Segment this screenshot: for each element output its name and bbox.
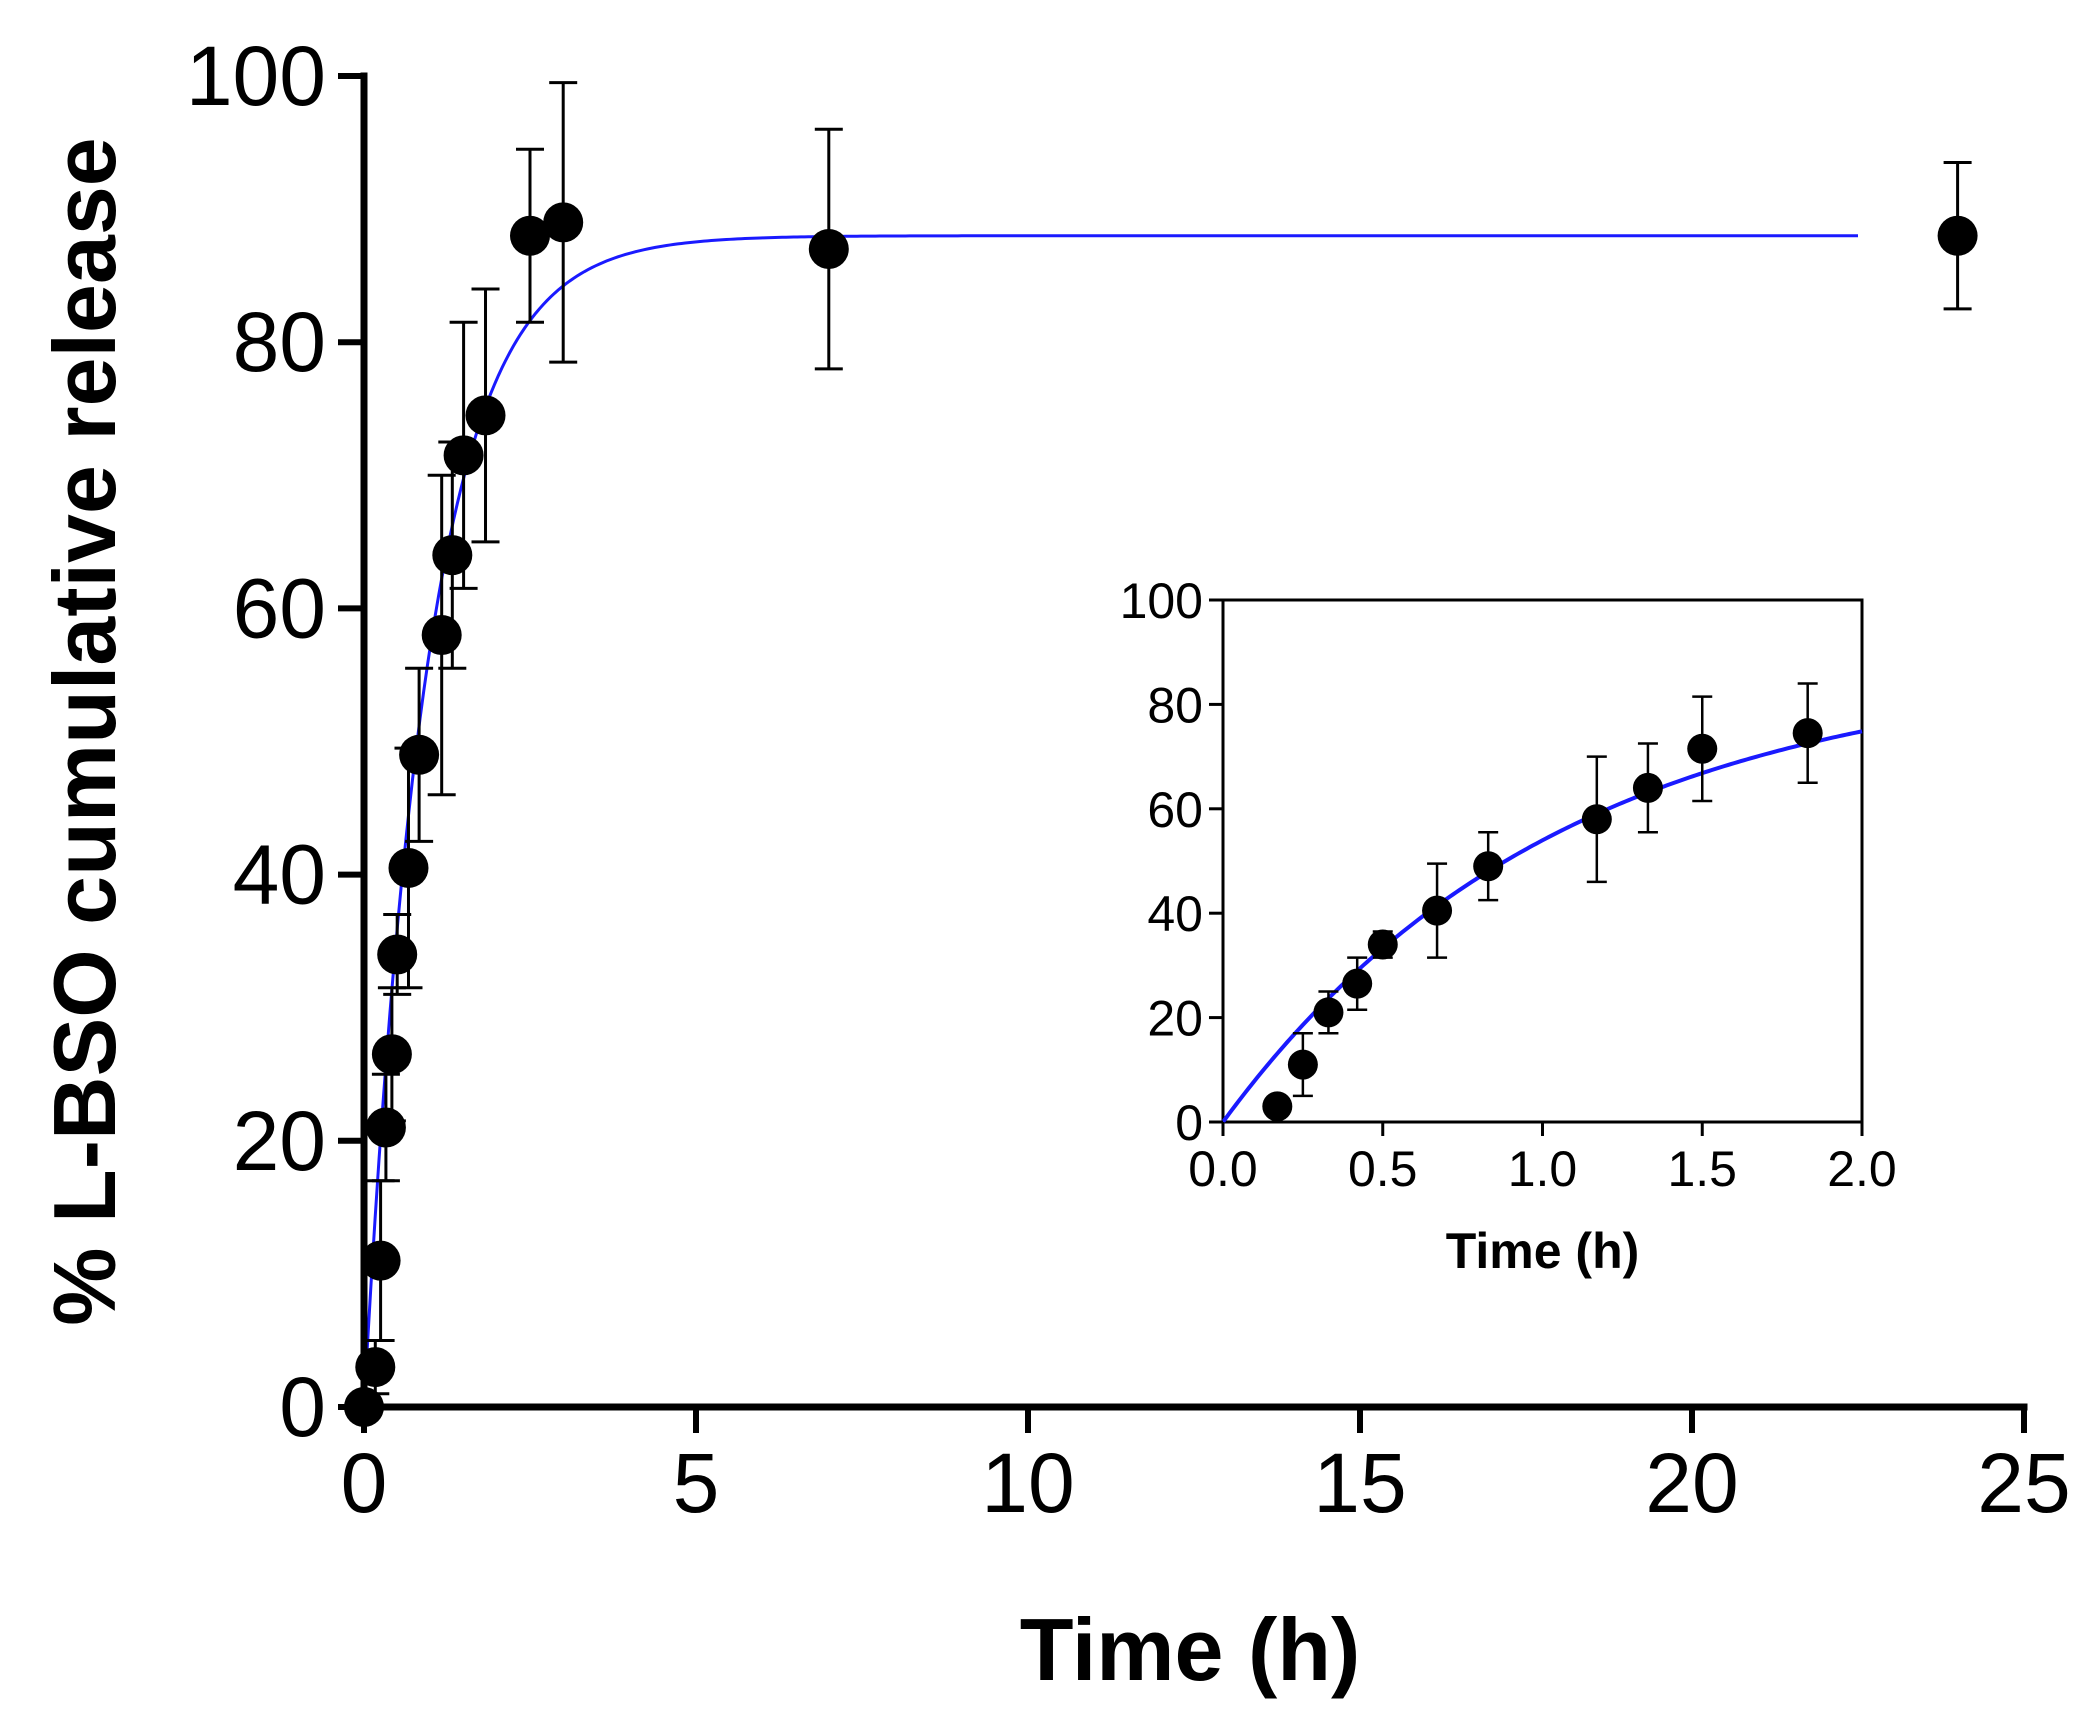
main-y-tick-label: 0 bbox=[279, 1360, 326, 1454]
main-data-point bbox=[360, 1240, 401, 1281]
inset-data-point bbox=[1473, 851, 1504, 882]
main-data-point bbox=[465, 395, 506, 436]
main-x-tick-label: 5 bbox=[673, 1436, 720, 1530]
main-x-tick-label: 15 bbox=[1313, 1436, 1406, 1530]
inset-data-point bbox=[1422, 895, 1453, 926]
inset-x-tick-label: 2.0 bbox=[1827, 1141, 1897, 1197]
main-x-tick-label: 10 bbox=[981, 1436, 1074, 1530]
main-data-point bbox=[1937, 215, 1978, 256]
inset-y-tick-label: 100 bbox=[1120, 573, 1203, 629]
main-data-point bbox=[808, 229, 849, 270]
main-data-point bbox=[443, 435, 484, 476]
main-data-point bbox=[388, 847, 429, 888]
inset-y-tick-label: 60 bbox=[1147, 782, 1203, 838]
main-x-tick-label: 20 bbox=[1645, 1436, 1738, 1530]
main-data-layer bbox=[344, 81, 1978, 1427]
inset-x-axis-title: Time (h) bbox=[1446, 1223, 1640, 1279]
main-y-tick-label: 100 bbox=[186, 29, 326, 123]
main-data-point bbox=[543, 202, 584, 243]
main-x-tick-label: 0 bbox=[341, 1436, 388, 1530]
inset-x-tick-label: 1.0 bbox=[1508, 1141, 1578, 1197]
inset-plot-frame bbox=[1221, 598, 1864, 1124]
inset-data-point bbox=[1367, 929, 1398, 960]
inset-data-point bbox=[1687, 733, 1718, 764]
main-y-tick-label: 20 bbox=[233, 1094, 326, 1188]
main-data-point bbox=[432, 535, 473, 576]
inset-data-point bbox=[1342, 968, 1373, 999]
main-x-axis-title: Time (h) bbox=[1020, 1600, 1361, 1699]
main-x-tick-label: 25 bbox=[1977, 1436, 2070, 1530]
inset-x-tick-label: 0.0 bbox=[1188, 1141, 1258, 1197]
inset-y-tick-label: 40 bbox=[1147, 886, 1203, 942]
main-y-tick-label: 80 bbox=[233, 295, 326, 389]
inset-x-tick-label: 1.5 bbox=[1667, 1141, 1737, 1197]
inset-fit-layer bbox=[1221, 729, 1863, 1124]
main-y-axis-title: % L-BSO cumulative release bbox=[35, 137, 134, 1325]
main-fit-curve bbox=[362, 234, 1858, 1408]
main-data-point bbox=[365, 1107, 406, 1148]
inset-chart: 0.0 0.5 1.0 1.5 2.0 0 20 40 60 80 100 Time (h) bbox=[1120, 573, 1897, 1279]
inset-data-point bbox=[1632, 772, 1663, 803]
main-y-tick-label: 60 bbox=[233, 561, 326, 655]
main-data-point bbox=[421, 615, 462, 656]
inset-data-point bbox=[1313, 997, 1344, 1028]
main-data-point bbox=[510, 215, 550, 256]
inset-data-point bbox=[1792, 718, 1823, 749]
main-chart: 0 5 10 15 20 25 0 20 40 60 80 100 Time (h) % L-BSO … bbox=[35, 29, 2071, 1699]
inset-x-tick-label: 0.5 bbox=[1348, 1141, 1418, 1197]
main-data-point bbox=[371, 1034, 412, 1075]
inset-data-point bbox=[1262, 1091, 1293, 1122]
inset-y-tick-label: 20 bbox=[1147, 991, 1203, 1047]
inset-data-point bbox=[1287, 1049, 1318, 1080]
inset-data-point bbox=[1581, 804, 1612, 835]
inset-y-tick-label: 0 bbox=[1175, 1095, 1203, 1151]
main-data-point bbox=[399, 734, 440, 775]
inset-data-layer bbox=[1262, 682, 1823, 1122]
main-ticks: 0 5 10 15 20 25 0 20 40 60 80 100 bbox=[186, 29, 2071, 1530]
main-fit-layer bbox=[362, 234, 1858, 1408]
inset-fit-curve bbox=[1221, 729, 1863, 1124]
main-data-point bbox=[377, 934, 418, 975]
main-y-tick-label: 40 bbox=[233, 828, 326, 922]
inset-y-tick-label: 80 bbox=[1147, 677, 1203, 733]
inset-ticks: 0.0 0.5 1.0 1.5 2.0 0 20 40 60 80 100 bbox=[1120, 573, 1897, 1197]
